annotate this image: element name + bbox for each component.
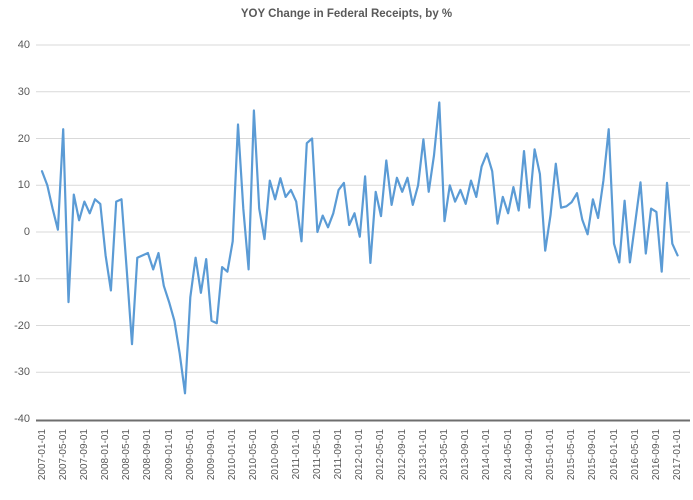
x-tick-label: 2008-09-01 [142, 429, 154, 481]
y-tick-label: -30 [14, 366, 30, 379]
y-tick-label: -40 [14, 413, 30, 425]
x-tick-label: 2009-05-01 [184, 429, 196, 481]
x-tick-label: 2016-09-01 [650, 429, 662, 481]
y-tick-label: 40 [17, 39, 30, 51]
y-tick-label: 10 [17, 179, 30, 192]
x-tick-label: 2013-01-01 [417, 429, 429, 481]
x-tick-label: 2007-09-01 [78, 429, 90, 481]
x-tick-label: 2007-05-01 [57, 429, 69, 481]
x-tick-label: 2015-05-01 [566, 429, 578, 481]
x-tick-label: 2015-09-01 [587, 429, 599, 481]
x-tick-label: 2011-01-01 [290, 429, 302, 480]
data-line-series [40, 101, 679, 395]
y-tick-label: 30 [17, 85, 30, 98]
x-tick-label: 2012-05-01 [375, 429, 387, 481]
x-tick-label: 2007-01-01 [36, 429, 48, 481]
x-tick-label: 2012-01-01 [354, 429, 366, 481]
chart-title: YOY Change in Federal Receipts, by % [240, 8, 453, 20]
x-tick-label: 2014-01-01 [481, 429, 493, 481]
x-tick-label: 2008-01-01 [100, 429, 112, 481]
x-tick-label: 2010-01-01 [227, 429, 239, 481]
x-tick-label: 2011-05-01 [311, 429, 323, 480]
x-tick-label: 2009-09-01 [205, 429, 217, 481]
x-tick-label: 2013-05-01 [439, 429, 451, 481]
x-tick-label: 2010-09-01 [269, 429, 281, 481]
x-tick-label: 2009-01-01 [163, 429, 175, 481]
x-tick-label: 2011-09-01 [333, 429, 345, 480]
x-tick-label: 2015-01-01 [544, 429, 556, 481]
x-tick-label: 2012-09-01 [396, 429, 408, 481]
x-tick-label: 2014-09-01 [523, 429, 535, 481]
x-tick-label: 2016-05-01 [629, 429, 641, 481]
x-tick-label: 2013-09-01 [460, 429, 472, 481]
y-tick-label: -10 [14, 272, 30, 285]
gridlines [36, 44, 690, 373]
x-tick-label: 2008-05-01 [121, 429, 133, 481]
x-tick-label: 2016-01-01 [608, 429, 620, 481]
y-tick-label: 0 [23, 226, 30, 238]
y-tick-label: -20 [14, 319, 30, 332]
x-tick-label: 2014-05-01 [502, 429, 514, 481]
x-tick-label: 2017-01-01 [672, 429, 684, 481]
x-tick-label: 2010-05-01 [248, 429, 260, 481]
y-tick-label: 20 [17, 132, 30, 145]
